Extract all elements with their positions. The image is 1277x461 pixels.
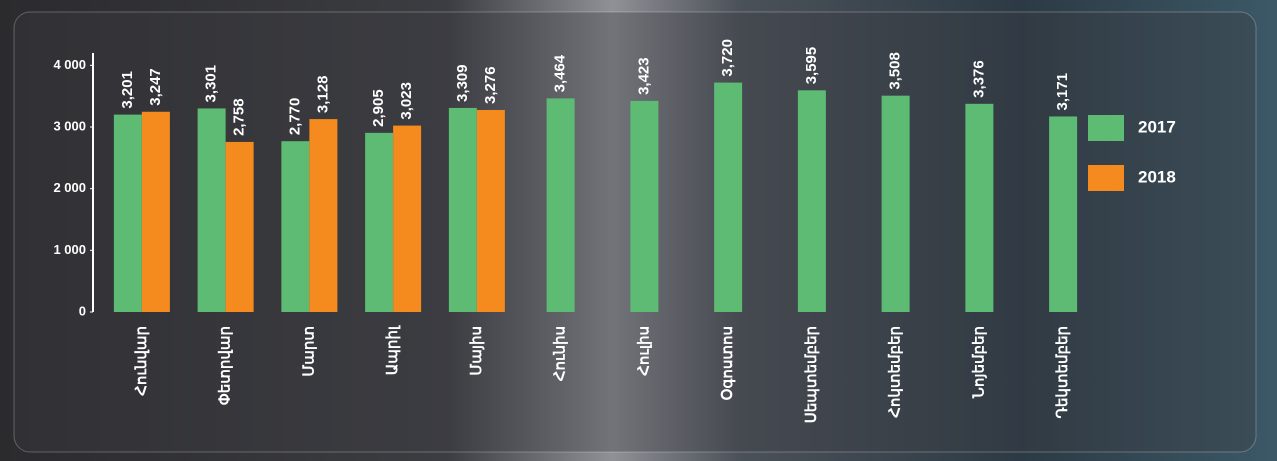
legend-label: 2017 — [1138, 117, 1176, 136]
value-label: 3,595 — [803, 47, 820, 85]
bar — [281, 141, 309, 312]
x-tick-label: Նոյեմբեր — [970, 326, 987, 399]
y-tick-label: 1 000 — [53, 242, 86, 257]
value-label: 3,023 — [398, 82, 415, 120]
x-tick-label: Հոկտեմբեր — [887, 326, 904, 418]
legend-label: 2018 — [1138, 167, 1176, 186]
y-tick-label: 3 000 — [53, 118, 86, 133]
y-tick-label: 0 — [79, 303, 86, 318]
legend-swatch — [1088, 165, 1124, 191]
bar — [365, 133, 393, 312]
x-tick-label: Հուլիս — [635, 326, 652, 376]
x-tick-label: Ապրիլ — [384, 325, 401, 375]
bar — [309, 119, 337, 312]
x-tick-label: Սեպտեմբեր — [803, 326, 820, 423]
x-tick-label: Մայիս — [468, 326, 485, 376]
bar — [1049, 116, 1077, 312]
bar — [393, 126, 421, 312]
legend-swatch — [1088, 115, 1124, 141]
bar — [198, 108, 226, 312]
value-label: 3,423 — [635, 57, 652, 95]
y-tick-label: 4 000 — [53, 57, 86, 72]
value-label: 2,758 — [231, 98, 248, 136]
value-label: 2,905 — [370, 89, 387, 127]
value-label: 3,171 — [1054, 73, 1071, 111]
x-tick-label: Հունիս — [552, 326, 569, 381]
bar — [449, 108, 477, 312]
x-tick-label: Հունվար — [133, 326, 150, 396]
value-label: 3,376 — [970, 60, 987, 98]
bar — [477, 110, 505, 312]
value-label: 3,464 — [552, 54, 569, 92]
x-tick-label: Օգոստոս — [719, 326, 736, 400]
x-tick-label: Դեկտեմբեր — [1054, 326, 1071, 418]
value-label: 3,508 — [887, 52, 904, 90]
bar — [882, 96, 910, 312]
value-label: 3,301 — [203, 65, 220, 103]
bar — [114, 115, 142, 312]
bar — [630, 101, 658, 312]
value-label: 3,247 — [147, 68, 164, 106]
x-tick-label: Փետրվար — [217, 326, 234, 405]
value-label: 3,201 — [119, 71, 136, 109]
bar — [142, 112, 170, 312]
value-label: 3,128 — [314, 76, 331, 114]
bar — [798, 90, 826, 312]
bar — [226, 142, 254, 312]
bar — [547, 98, 575, 312]
value-label: 3,309 — [454, 64, 471, 102]
chart: 0 1 000 2 000 3 000 4 000 3,201 3,247 Հունվար 3,… — [0, 0, 1277, 461]
value-label: 2,770 — [286, 98, 303, 136]
bar — [965, 104, 993, 312]
y-tick-label: 2 000 — [53, 180, 86, 195]
value-label: 3,720 — [719, 39, 736, 77]
x-tick-label: Մարտ — [300, 326, 317, 377]
bar — [714, 83, 742, 312]
page: {"chart_data": {"type": "bar", "categori… — [0, 0, 1277, 461]
value-label: 3,276 — [482, 66, 499, 104]
